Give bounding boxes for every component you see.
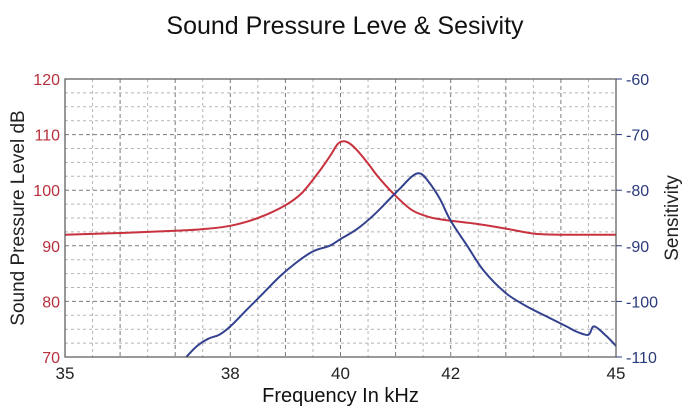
series-layer (64, 140, 617, 358)
x-tick-label: 42 (441, 364, 460, 383)
right-axis-label: Sensitivity (662, 175, 683, 261)
sound-pressure-line (64, 140, 616, 236)
left-tick-label: 110 (34, 128, 60, 145)
x-tick-label: 40 (331, 364, 350, 383)
sensitivity-line (185, 172, 617, 358)
right-tick-label: -110 (626, 350, 657, 367)
right-tick-label: -70 (626, 128, 649, 145)
right-tick-label: -60 (626, 72, 649, 89)
x-axis-label: Frequency In kHz (262, 385, 419, 407)
x-axis: 35 38 40 42 45 (56, 364, 626, 383)
x-tick-label: 45 (607, 364, 626, 383)
left-axis-label: Sound Pressure Level dB (8, 110, 29, 325)
grid (64, 78, 617, 358)
left-tick-label: 120 (33, 72, 60, 89)
left-tick-label: 70 (42, 350, 60, 367)
left-axis: 70 80 90 100 110 120 (33, 72, 60, 367)
right-tick-label: -90 (626, 239, 649, 256)
chart-title: Sound Pressure Leve & Sesivity (166, 12, 524, 40)
left-tick-label: 80 (42, 294, 60, 311)
x-tick-label: 35 (56, 364, 75, 383)
left-tick-label: 100 (33, 183, 60, 200)
left-tick-label: 90 (42, 239, 60, 256)
x-tick-label: 38 (221, 364, 240, 383)
right-axis: -60 -70 -80 -90 -100 -110 (616, 72, 658, 367)
right-tick-label: -100 (626, 294, 658, 311)
right-tick-label: -80 (626, 183, 649, 200)
plot-frame (64, 78, 617, 358)
